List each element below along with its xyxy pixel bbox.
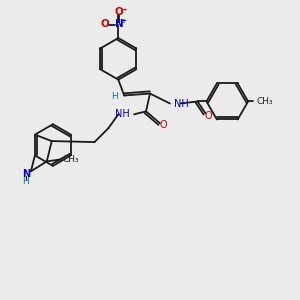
Text: CH₃: CH₃ <box>256 97 273 106</box>
Text: H: H <box>111 92 118 101</box>
Text: O: O <box>100 19 109 29</box>
Text: O: O <box>115 7 124 17</box>
Text: H: H <box>22 177 29 186</box>
Text: O: O <box>205 111 212 121</box>
Text: NH: NH <box>116 109 130 119</box>
Text: NH: NH <box>174 99 188 110</box>
Text: O: O <box>159 120 167 130</box>
Text: N: N <box>115 19 124 29</box>
Text: N: N <box>22 169 30 179</box>
Text: +: + <box>120 18 126 24</box>
Text: CH₃: CH₃ <box>63 155 79 164</box>
Text: -: - <box>122 4 126 14</box>
